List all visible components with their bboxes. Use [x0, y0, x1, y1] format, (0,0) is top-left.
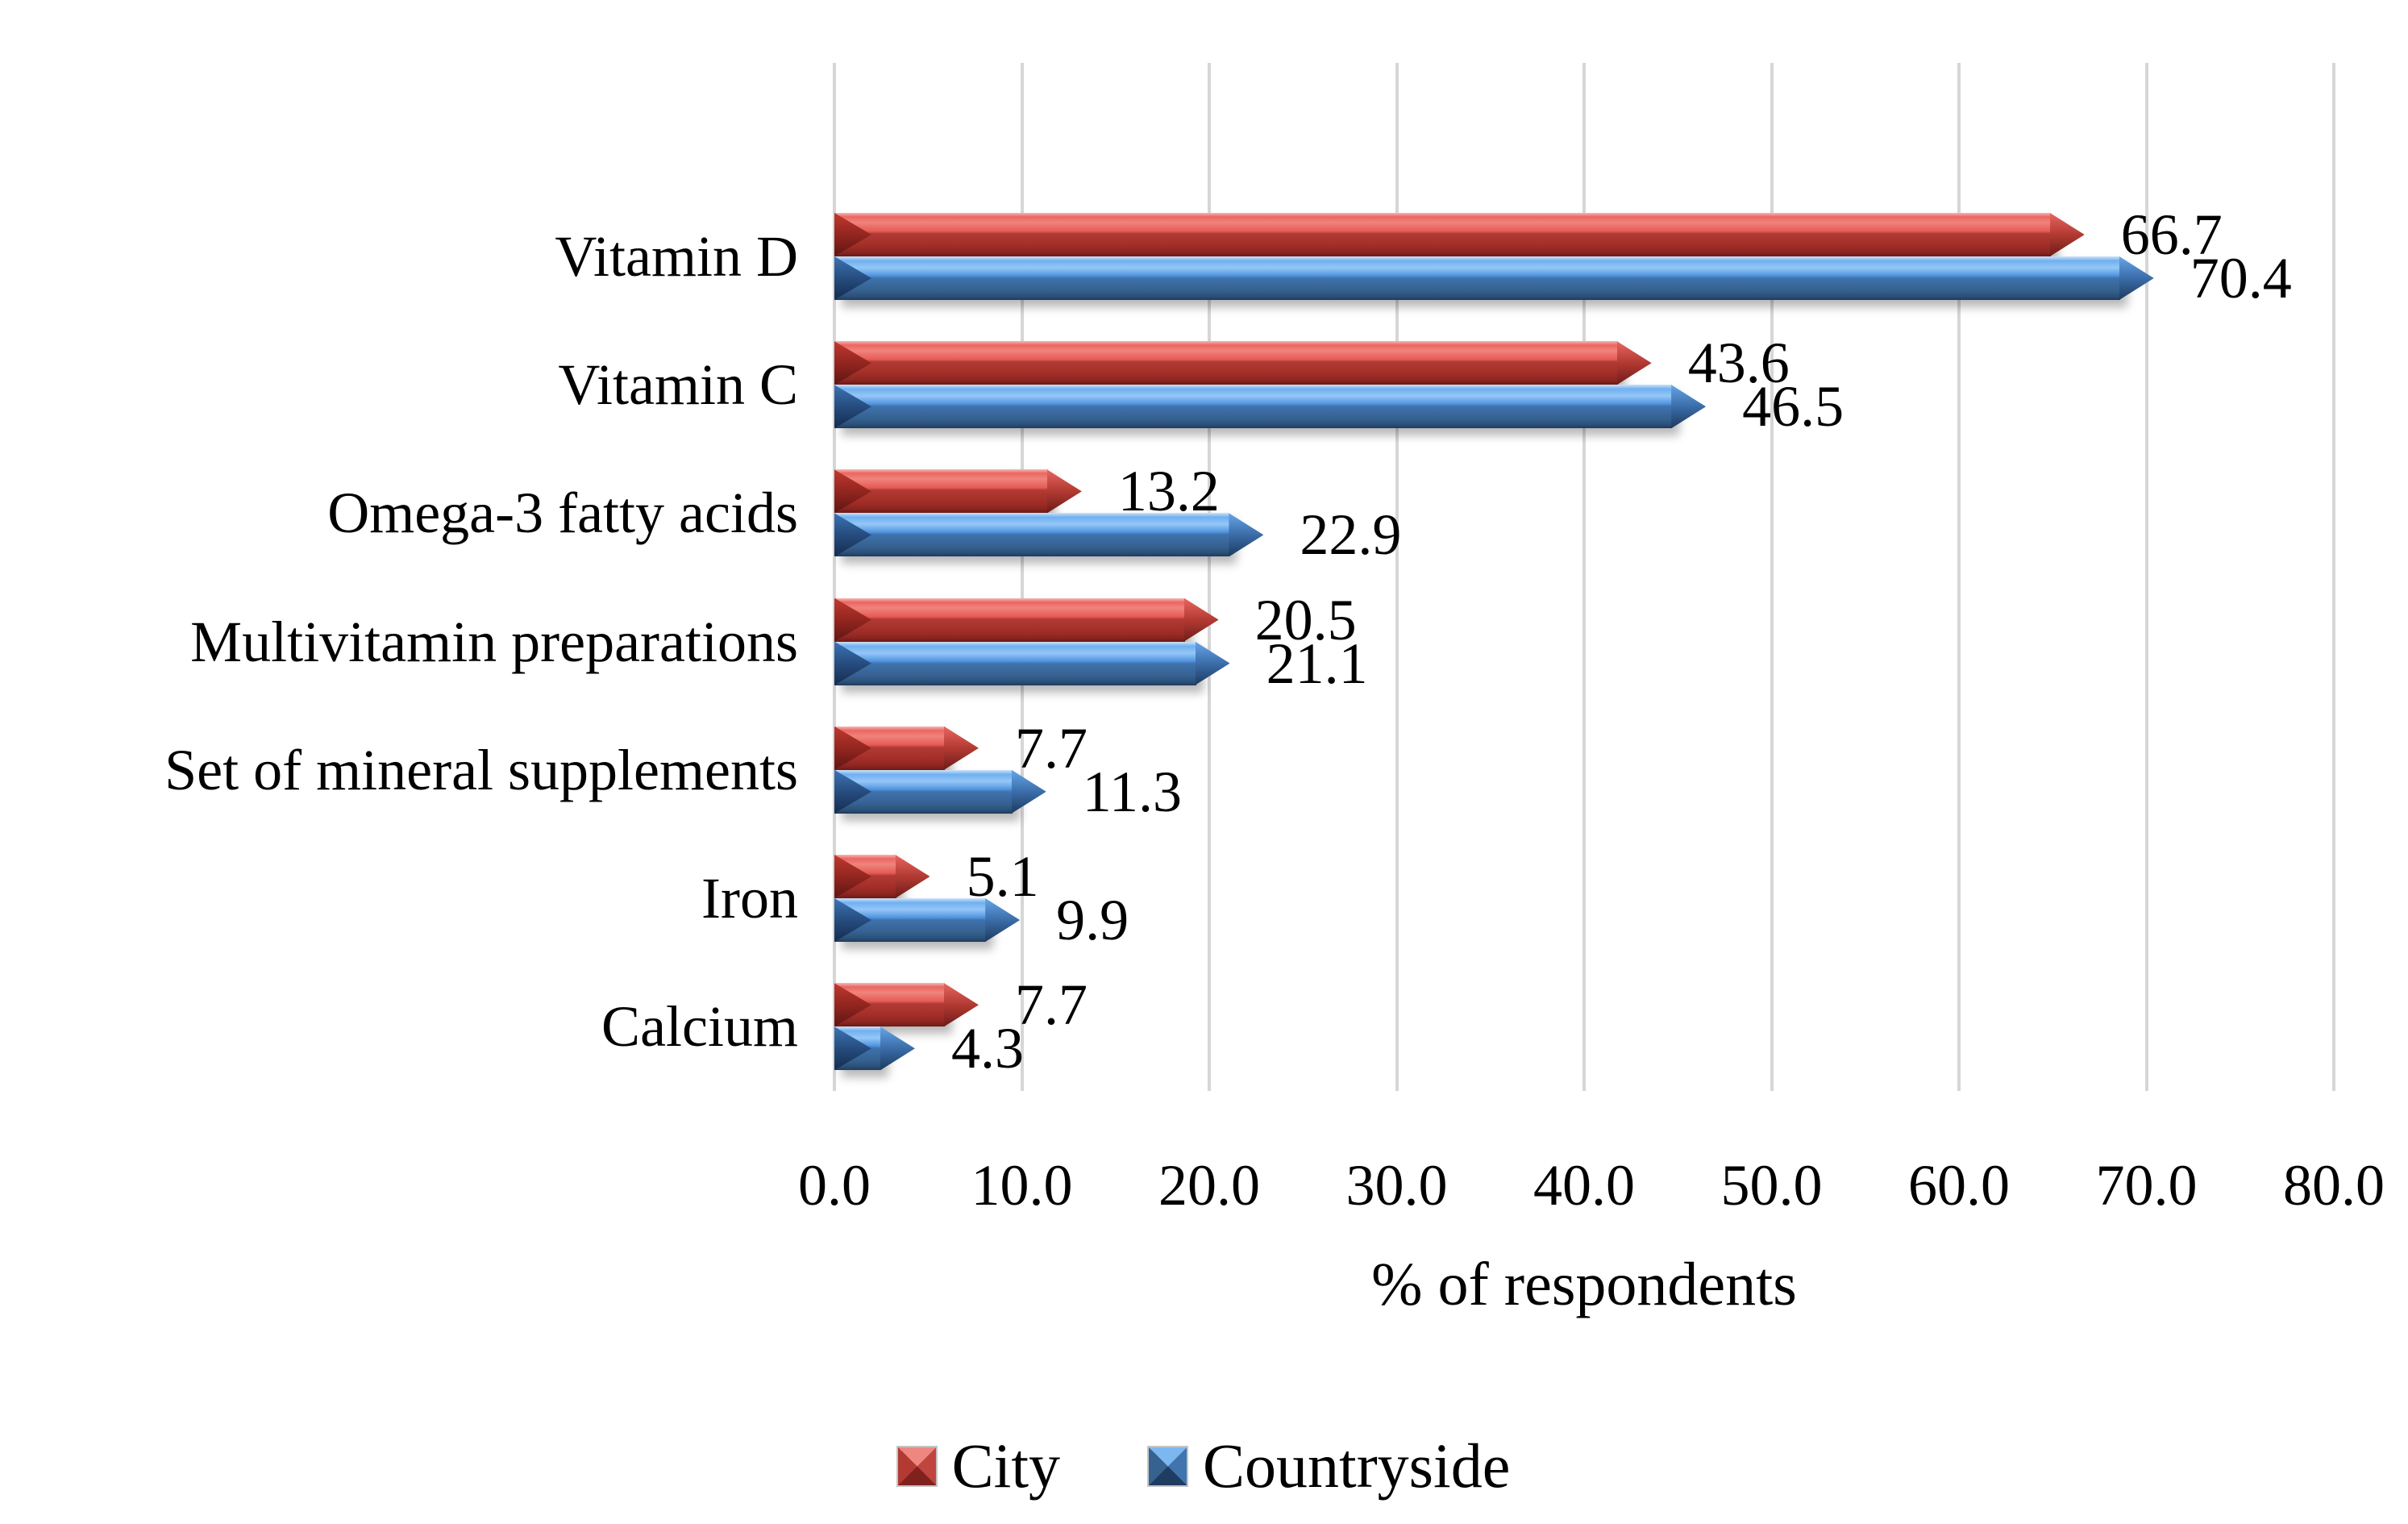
gridline [1208, 63, 1211, 1091]
category-label: Vitamin C [558, 352, 798, 418]
bar-left-bevel [834, 769, 871, 814]
bar-countryside [834, 385, 1707, 429]
bar-countryside [834, 513, 1264, 557]
gridline [1770, 63, 1774, 1091]
category-label: Omega-3 fatty acids [327, 481, 798, 546]
x-tick-label: 30.0 [1345, 1153, 1448, 1218]
value-label-countryside: 4.3 [950, 1016, 1024, 1081]
gridline [1020, 63, 1024, 1091]
legend-item-city: City [897, 1426, 1061, 1506]
legend-label: Countryside [1203, 1430, 1511, 1501]
bar-left-bevel [834, 855, 871, 898]
bar-left-bevel [834, 213, 871, 256]
x-tick-label: 50.0 [1720, 1153, 1823, 1218]
value-label-city: 7.7 [1015, 715, 1088, 781]
bar-city [834, 855, 930, 898]
bar-city [834, 469, 1082, 514]
bar-city [834, 598, 1219, 642]
legend-item-countryside: Countryside [1149, 1426, 1510, 1506]
category-label: Calcium [601, 994, 798, 1060]
bar-left-bevel [834, 898, 871, 942]
chart-legend: City Countryside [0, 1426, 2408, 1506]
plot-area [833, 63, 2335, 1091]
value-label-countryside: 46.5 [1742, 374, 1844, 439]
bar-left-bevel [834, 513, 871, 557]
x-tick-label: 40.0 [1533, 1153, 1635, 1218]
value-label-city: 5.1 [966, 844, 1039, 909]
bar-countryside [834, 769, 1046, 814]
x-tick-label: 60.0 [1908, 1153, 2010, 1218]
bar-countryside [834, 1026, 915, 1071]
x-tick-label: 20.0 [1158, 1153, 1260, 1218]
category-label: Iron [701, 866, 798, 931]
bar-city [834, 983, 979, 1027]
bar-countryside [834, 641, 1230, 685]
bar-left-bevel [834, 983, 871, 1027]
value-label-countryside: 70.4 [2190, 246, 2292, 310]
x-tick-label: 70.0 [2095, 1153, 2198, 1218]
gridline [1395, 63, 1399, 1091]
legend-label: City [951, 1430, 1061, 1501]
bar-left-bevel [834, 256, 871, 300]
bar-city [834, 726, 979, 770]
category-label: Vitamin D [555, 224, 798, 289]
x-tick-label: 0.0 [798, 1153, 871, 1218]
x-tick-label: 10.0 [971, 1153, 1073, 1218]
bar-left-bevel [834, 1026, 871, 1071]
gridline [1582, 63, 1586, 1091]
gridline [2144, 63, 2148, 1091]
bar-city [834, 213, 2085, 256]
category-label: Multivitamin preparations [190, 609, 798, 674]
gridline [2332, 63, 2335, 1091]
bar-left-bevel [834, 641, 871, 685]
bar-city [834, 341, 1652, 385]
value-label-city: 66.7 [2120, 202, 2223, 267]
value-label-countryside: 22.9 [1300, 502, 1402, 568]
bar-countryside [834, 898, 1021, 942]
value-label-city: 20.5 [1254, 587, 1357, 652]
legend-swatch-countryside [1149, 1447, 1187, 1485]
value-label-city: 43.6 [1687, 331, 1790, 396]
bar-left-bevel [834, 726, 871, 770]
bar-left-bevel [834, 469, 871, 514]
value-label-city: 13.2 [1117, 459, 1220, 524]
bar-countryside [834, 256, 2154, 300]
bar-left-bevel [834, 598, 871, 642]
category-label: Set of mineral supplements [164, 737, 798, 802]
x-tick-label: 80.0 [2283, 1153, 2385, 1218]
value-label-city: 7.7 [1015, 972, 1088, 1038]
bar-left-bevel [834, 341, 871, 385]
legend-swatch-city [897, 1447, 936, 1485]
value-label-countryside: 11.3 [1082, 759, 1183, 824]
value-label-countryside: 21.1 [1266, 631, 1368, 696]
gridline [833, 63, 836, 1091]
x-axis-title: % of respondents [1371, 1251, 1797, 1318]
value-label-countryside: 9.9 [1056, 888, 1129, 952]
gridline [1957, 63, 1961, 1091]
bar-left-bevel [834, 385, 871, 429]
